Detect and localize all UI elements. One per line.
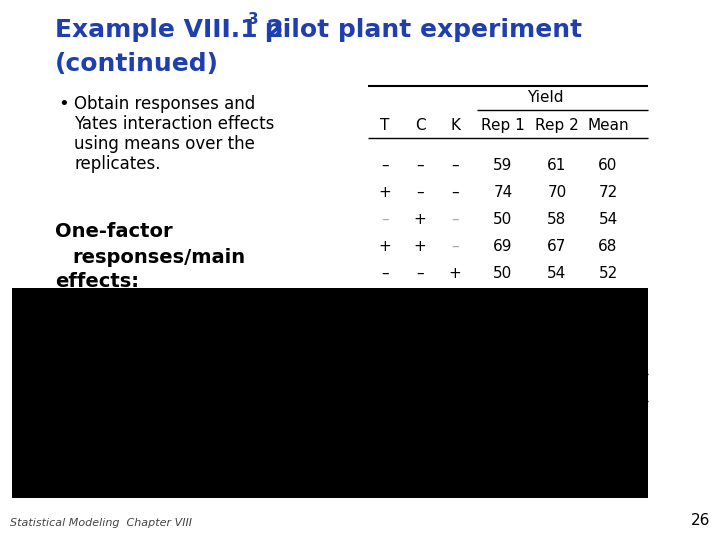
Text: 58: 58 <box>547 212 567 227</box>
Text: –: – <box>451 239 459 254</box>
Text: (continued): (continued) <box>55 52 219 76</box>
Text: –: – <box>416 266 424 281</box>
Text: Statistical Modeling  Chapter VIII: Statistical Modeling Chapter VIII <box>10 518 192 528</box>
Text: 74: 74 <box>493 185 513 200</box>
Text: using means over the: using means over the <box>74 135 255 153</box>
Text: +: + <box>379 347 392 362</box>
Text: –: – <box>381 266 389 281</box>
Text: –: – <box>381 212 389 227</box>
Text: replicates.: replicates. <box>74 155 161 173</box>
Text: effects:: effects: <box>55 272 139 291</box>
Text: –: – <box>416 185 424 200</box>
Bar <box>12 440 532 498</box>
Text: Mean: Mean <box>588 118 629 133</box>
Text: 80: 80 <box>598 347 618 362</box>
Text: pilot plant experiment: pilot plant experiment <box>256 18 582 42</box>
Text: Yield: Yield <box>527 90 563 105</box>
Text: 83: 83 <box>598 293 618 308</box>
Text: –: – <box>416 158 424 173</box>
Text: 54: 54 <box>598 212 618 227</box>
Text: –: – <box>416 293 424 308</box>
Text: +: + <box>449 293 462 308</box>
Text: +: + <box>413 320 426 335</box>
Text: –: – <box>451 212 459 227</box>
Text: C: C <box>415 118 426 133</box>
Text: T: T <box>380 118 390 133</box>
Text: +: + <box>413 347 426 362</box>
Text: +: + <box>449 320 462 335</box>
Text: 70: 70 <box>547 185 567 200</box>
Text: Rep 2: Rep 2 <box>535 118 579 133</box>
Text: +: + <box>449 266 462 281</box>
Text: 61: 61 <box>547 158 567 173</box>
Text: 85: 85 <box>547 293 567 308</box>
Text: Example VIII.1 2: Example VIII.1 2 <box>55 18 284 42</box>
Text: 68: 68 <box>598 239 618 254</box>
Text: 80: 80 <box>598 347 618 362</box>
Text: 54: 54 <box>547 266 567 281</box>
Text: 45: 45 <box>598 320 618 335</box>
Text: +: + <box>379 293 392 308</box>
Text: –: – <box>451 158 459 173</box>
Text: +: + <box>413 239 426 254</box>
Text: +: + <box>413 212 426 227</box>
Text: 72: 72 <box>598 185 618 200</box>
Text: +: + <box>449 347 462 362</box>
Text: +: + <box>379 185 392 200</box>
Text: Obtain responses and: Obtain responses and <box>74 95 256 113</box>
Text: 26: 26 <box>690 513 710 528</box>
Text: –: – <box>451 185 459 200</box>
Bar <box>12 288 648 498</box>
Text: 52: 52 <box>598 266 618 281</box>
Text: 67: 67 <box>547 239 567 254</box>
Text: –: – <box>381 158 389 173</box>
Text: +: + <box>379 239 392 254</box>
Text: 60: 60 <box>598 158 618 173</box>
Text: 50: 50 <box>493 212 513 227</box>
Text: •: • <box>58 95 68 113</box>
Text: 44: 44 <box>547 320 567 335</box>
Text: 59: 59 <box>493 158 513 173</box>
Text: –: – <box>381 320 389 335</box>
Text: 69: 69 <box>493 239 513 254</box>
Text: K: K <box>450 118 460 133</box>
Text: 50: 50 <box>493 266 513 281</box>
Text: 81: 81 <box>493 293 513 308</box>
Text: responses/main: responses/main <box>72 248 245 267</box>
Text: One-factor: One-factor <box>55 222 173 241</box>
Text: 46: 46 <box>493 320 513 335</box>
Text: 3: 3 <box>248 12 258 27</box>
Text: Yates interaction effects: Yates interaction effects <box>74 115 274 133</box>
Text: Rep 1: Rep 1 <box>481 118 525 133</box>
